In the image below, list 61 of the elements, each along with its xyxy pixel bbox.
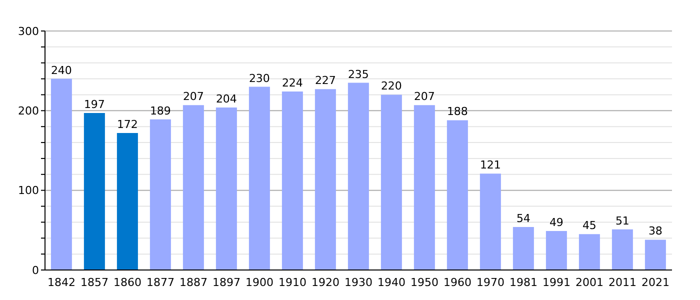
x-tick-label: 1877: [146, 276, 174, 289]
bar: [182, 105, 204, 270]
x-tick-label: 1910: [278, 276, 306, 289]
data-label: 204: [216, 92, 237, 106]
bar: [216, 107, 237, 270]
bar: [480, 174, 501, 270]
x-tick-label: 1991: [542, 276, 570, 289]
data-label: 230: [248, 72, 270, 85]
x-tick-label: 1930: [344, 276, 372, 289]
bar: [612, 229, 633, 270]
bar: [116, 132, 138, 270]
x-tick-label: 1900: [246, 276, 274, 289]
data-label: 51: [615, 214, 630, 228]
data-label: 235: [348, 68, 369, 81]
data-label: 188: [446, 105, 468, 118]
bar: [50, 78, 72, 270]
x-tick-label: 1842: [48, 276, 76, 289]
data-label: 54: [516, 212, 530, 225]
bar: [282, 92, 303, 270]
data-label: 220: [380, 80, 402, 93]
data-label: 224: [282, 76, 303, 90]
bar: [446, 120, 468, 270]
x-tick-label: 1960: [444, 276, 472, 289]
data-label: 227: [314, 74, 336, 88]
x-tick-label: 2021: [642, 276, 670, 289]
x-tick-label: 2011: [608, 276, 636, 289]
y-tick-label: 200: [18, 104, 39, 118]
bar: [314, 89, 336, 270]
data-label: 197: [84, 98, 105, 112]
data-label: 240: [50, 64, 72, 77]
x-tick-label: 1920: [312, 276, 340, 289]
y-tick-label: 0: [32, 264, 39, 277]
x-tick-label: 1857: [80, 276, 108, 289]
data-label: 207: [182, 90, 204, 104]
bar: [578, 234, 600, 270]
data-label: 121: [480, 158, 501, 172]
data-label: 49: [549, 216, 564, 229]
x-tick-label: 1970: [476, 276, 504, 289]
x-tick-label: 1981: [510, 276, 538, 289]
x-tick-label: 2001: [576, 276, 604, 289]
y-tick-label: 100: [18, 184, 39, 198]
data-label: 207: [414, 90, 435, 104]
x-tick-label: 1887: [180, 276, 208, 289]
bar: [84, 113, 105, 270]
x-tick-label: 1950: [410, 276, 438, 289]
bar: [150, 119, 171, 270]
bar: [644, 240, 666, 270]
data-label: 189: [150, 104, 171, 118]
bar: [512, 226, 534, 270]
bar: [380, 94, 402, 270]
data-label: 172: [116, 118, 138, 131]
y-tick-label: 300: [18, 24, 39, 38]
data-label: 45: [582, 219, 596, 232]
bar: [414, 105, 435, 270]
bar: [546, 230, 567, 270]
x-tick-label: 1860: [114, 276, 142, 289]
data-label: 38: [648, 224, 662, 238]
x-tick-label: 1940: [378, 276, 406, 289]
bar: [248, 86, 270, 270]
bar: [348, 82, 369, 270]
x-tick-label: 1897: [212, 276, 240, 289]
